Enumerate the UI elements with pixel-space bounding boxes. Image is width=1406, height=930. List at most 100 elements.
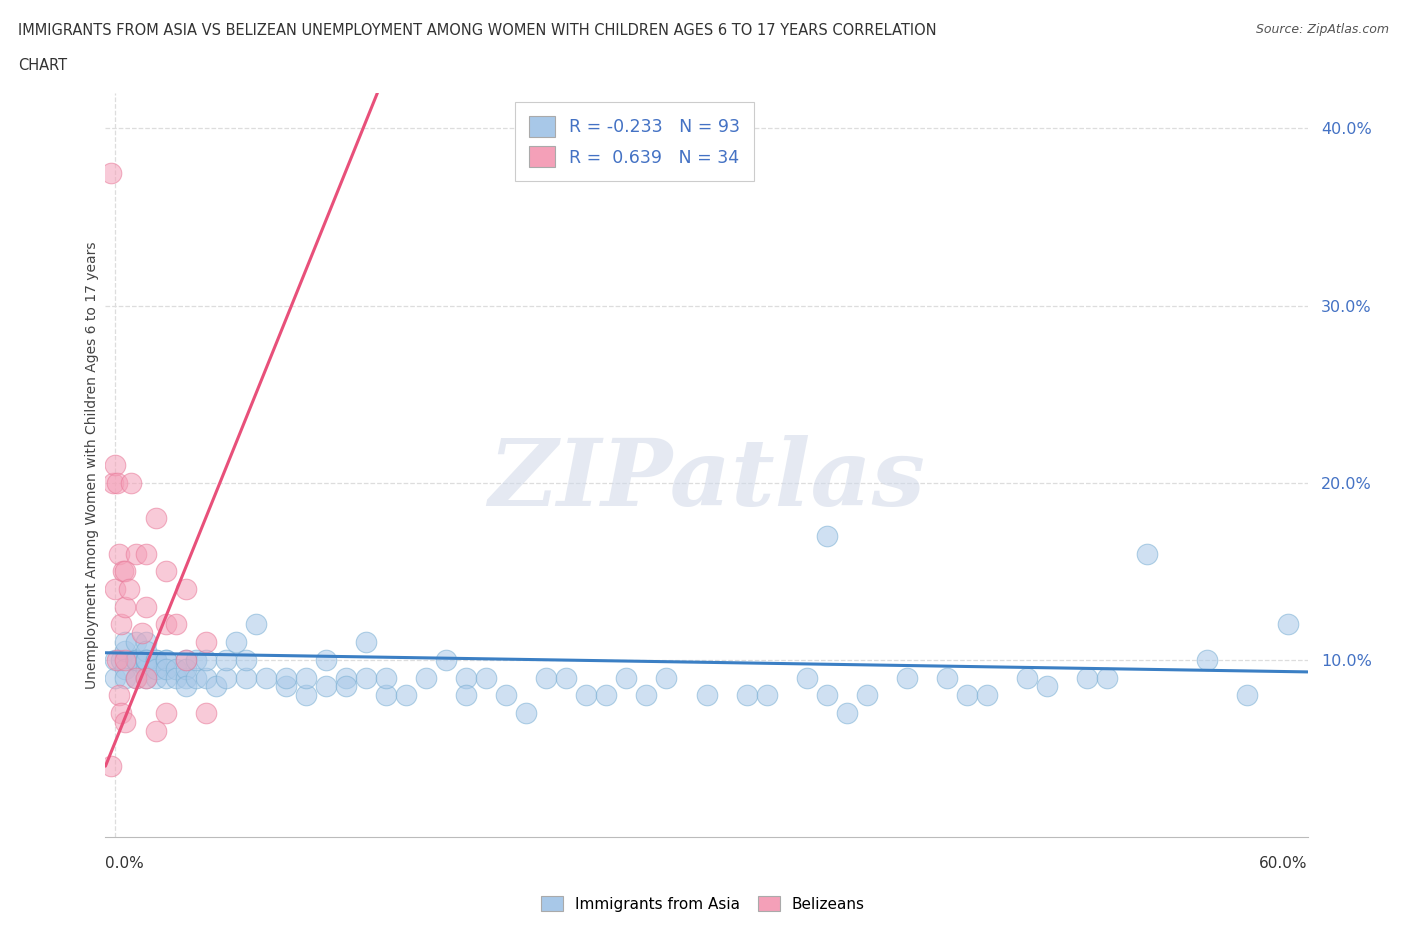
Text: 0.0%: 0.0% bbox=[105, 856, 145, 870]
Point bbox=[155, 653, 177, 668]
Point bbox=[135, 634, 157, 649]
Point bbox=[235, 671, 257, 685]
Point bbox=[100, 759, 122, 774]
Point bbox=[131, 626, 153, 641]
Point bbox=[108, 546, 131, 561]
Legend: Immigrants from Asia, Belizeans: Immigrants from Asia, Belizeans bbox=[536, 889, 870, 918]
Point bbox=[1036, 679, 1059, 694]
Point bbox=[165, 671, 187, 685]
Point bbox=[108, 688, 131, 703]
Point bbox=[295, 688, 318, 703]
Point bbox=[145, 661, 167, 676]
Point bbox=[112, 564, 135, 578]
Point bbox=[100, 166, 122, 180]
Point bbox=[135, 546, 157, 561]
Point bbox=[815, 688, 838, 703]
Point bbox=[354, 671, 377, 685]
Point bbox=[374, 688, 398, 703]
Point bbox=[254, 671, 277, 685]
Point bbox=[135, 653, 157, 668]
Point bbox=[214, 671, 236, 685]
Point bbox=[135, 644, 157, 658]
Point bbox=[194, 671, 217, 685]
Point bbox=[595, 688, 617, 703]
Text: ZIPatlas: ZIPatlas bbox=[488, 435, 925, 525]
Point bbox=[815, 528, 838, 543]
Point bbox=[1076, 671, 1098, 685]
Point bbox=[135, 653, 157, 668]
Point bbox=[124, 671, 146, 685]
Point bbox=[114, 634, 136, 649]
Point bbox=[184, 671, 207, 685]
Point bbox=[796, 671, 818, 685]
Point bbox=[104, 671, 127, 685]
Point bbox=[124, 671, 146, 685]
Point bbox=[174, 653, 197, 668]
Point bbox=[145, 724, 167, 738]
Point bbox=[616, 671, 638, 685]
Point bbox=[636, 688, 658, 703]
Point bbox=[114, 671, 136, 685]
Point bbox=[956, 688, 979, 703]
Point bbox=[174, 581, 197, 596]
Point bbox=[155, 671, 177, 685]
Point bbox=[110, 653, 132, 668]
Point bbox=[124, 653, 146, 668]
Point bbox=[155, 617, 177, 631]
Point bbox=[454, 688, 477, 703]
Point bbox=[135, 653, 157, 668]
Point bbox=[135, 599, 157, 614]
Point bbox=[245, 617, 267, 631]
Point bbox=[415, 671, 437, 685]
Point bbox=[395, 688, 418, 703]
Point bbox=[103, 475, 125, 490]
Point bbox=[454, 671, 477, 685]
Point bbox=[735, 688, 758, 703]
Text: CHART: CHART bbox=[18, 58, 67, 73]
Point bbox=[274, 671, 297, 685]
Point bbox=[145, 653, 167, 668]
Point bbox=[174, 653, 197, 668]
Point bbox=[315, 653, 337, 668]
Point bbox=[1197, 653, 1219, 668]
Point bbox=[121, 475, 143, 490]
Point bbox=[495, 688, 517, 703]
Point bbox=[1236, 688, 1258, 703]
Point bbox=[374, 671, 398, 685]
Point bbox=[110, 617, 132, 631]
Point bbox=[1277, 617, 1299, 631]
Point bbox=[235, 653, 257, 668]
Point bbox=[274, 679, 297, 694]
Text: IMMIGRANTS FROM ASIA VS BELIZEAN UNEMPLOYMENT AMONG WOMEN WITH CHILDREN AGES 6 T: IMMIGRANTS FROM ASIA VS BELIZEAN UNEMPLO… bbox=[18, 23, 936, 38]
Point bbox=[155, 564, 177, 578]
Point bbox=[515, 706, 537, 721]
Text: 60.0%: 60.0% bbox=[1260, 856, 1308, 870]
Point bbox=[155, 706, 177, 721]
Point bbox=[696, 688, 718, 703]
Point bbox=[114, 599, 136, 614]
Point bbox=[335, 671, 357, 685]
Point bbox=[976, 688, 998, 703]
Point bbox=[155, 661, 177, 676]
Point bbox=[555, 671, 578, 685]
Point bbox=[225, 634, 247, 649]
Point bbox=[124, 546, 146, 561]
Point bbox=[135, 671, 157, 685]
Point bbox=[114, 714, 136, 729]
Point bbox=[174, 671, 197, 685]
Point bbox=[118, 581, 141, 596]
Point bbox=[194, 634, 217, 649]
Point bbox=[896, 671, 918, 685]
Point bbox=[194, 706, 217, 721]
Point bbox=[1017, 671, 1039, 685]
Point bbox=[315, 679, 337, 694]
Point bbox=[204, 679, 226, 694]
Point bbox=[114, 653, 136, 668]
Point bbox=[835, 706, 858, 721]
Point bbox=[855, 688, 877, 703]
Point bbox=[434, 653, 457, 668]
Point bbox=[165, 617, 187, 631]
Point bbox=[145, 511, 167, 525]
Point bbox=[354, 634, 377, 649]
Point bbox=[145, 653, 167, 668]
